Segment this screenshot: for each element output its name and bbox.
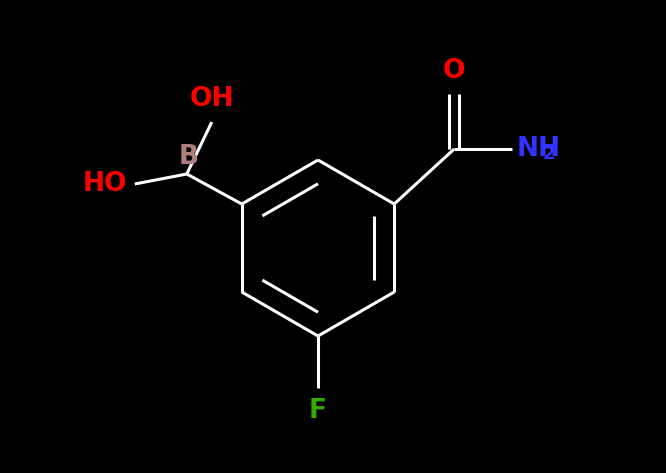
Text: NH: NH xyxy=(516,136,560,162)
Text: OH: OH xyxy=(190,86,234,112)
Text: 2: 2 xyxy=(542,145,555,163)
Text: HO: HO xyxy=(83,171,127,197)
Text: O: O xyxy=(443,58,466,84)
Text: F: F xyxy=(309,398,327,424)
Text: B: B xyxy=(178,144,199,170)
